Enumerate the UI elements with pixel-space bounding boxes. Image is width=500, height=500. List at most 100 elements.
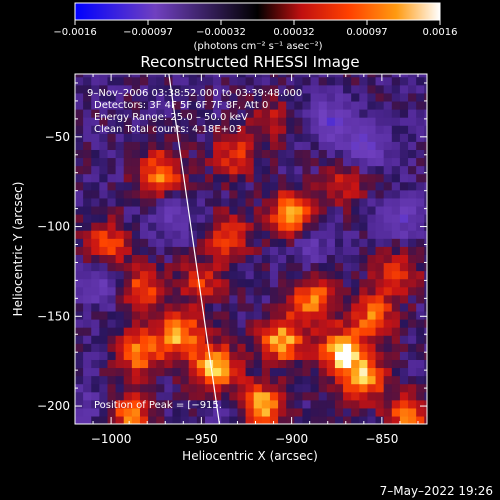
heatmap-cell	[229, 359, 239, 369]
heatmap-cell	[123, 149, 133, 159]
heatmap-cell	[367, 214, 377, 223]
heatmap-cell	[107, 310, 117, 320]
heatmap-cell	[156, 407, 165, 417]
heatmap-cell	[99, 84, 109, 94]
heatmap-cell	[424, 254, 427, 264]
heatmap-cell	[399, 391, 409, 401]
heatmap-cell	[107, 246, 117, 255]
heatmap-cell	[399, 165, 409, 175]
heatmap-cell	[416, 327, 425, 336]
heatmap-cell	[286, 181, 295, 191]
heatmap-cell	[245, 133, 255, 142]
heatmap-cell	[196, 383, 206, 393]
heatmap-cell	[253, 319, 263, 328]
heatmap-cell	[334, 286, 344, 296]
heatmap-cell	[123, 92, 133, 102]
heatmap-cell	[310, 205, 320, 215]
heatmap-cell	[188, 189, 198, 199]
heatmap-cell	[375, 383, 385, 393]
heatmap-cell	[107, 141, 117, 150]
heatmap-cell	[343, 278, 352, 288]
heatmap-cell	[75, 149, 84, 159]
heatmap-cell	[359, 100, 369, 110]
heatmap-cell	[213, 415, 222, 424]
heatmap-cell	[213, 141, 222, 150]
heatmap-cell	[286, 149, 295, 159]
heatmap-cell	[424, 109, 427, 118]
heatmap-cell	[359, 335, 369, 344]
heatmap-cell	[375, 109, 385, 118]
heatmap-cell	[294, 367, 304, 377]
heatmap-cell	[326, 133, 336, 142]
heatmap-cell	[164, 391, 174, 401]
heatmap-cell	[383, 117, 393, 126]
heatmap-cell	[334, 197, 344, 207]
heatmap-cell	[107, 391, 117, 401]
heatmap-cell	[343, 302, 352, 312]
heatmap-cell	[302, 302, 312, 312]
heatmap-cell	[261, 302, 271, 312]
heatmap-cell	[75, 319, 84, 328]
heatmap-cell	[115, 141, 125, 150]
heatmap-cell	[261, 351, 271, 360]
heatmap-cell	[416, 230, 425, 239]
heatmap-cell	[99, 133, 109, 142]
heatmap-cell	[261, 165, 271, 175]
heatmap-cell	[343, 375, 352, 385]
heatmap-cell	[286, 399, 295, 409]
heatmap-cell	[408, 383, 417, 393]
heatmap-cell	[245, 238, 255, 247]
heatmap-cell	[131, 359, 141, 369]
heatmap-cell	[343, 327, 352, 336]
heatmap-cell	[237, 319, 247, 328]
heatmap-cell	[83, 189, 92, 199]
heatmap-cell	[253, 165, 263, 175]
heatmap-cell	[375, 407, 385, 417]
heatmap-cell	[213, 214, 222, 223]
heatmap-cell	[164, 359, 174, 369]
heatmap-cell	[302, 391, 312, 401]
heatmap-cell	[221, 246, 230, 255]
heatmap-cell	[196, 254, 206, 264]
heatmap-cell	[399, 375, 409, 385]
heatmap-cell	[318, 335, 328, 344]
heatmap-cell	[245, 246, 255, 255]
heatmap-cell	[204, 173, 214, 183]
heatmap-cell	[286, 319, 295, 328]
heatmap-cell	[131, 84, 141, 94]
heatmap-cell	[326, 189, 336, 199]
heatmap-cell	[131, 262, 141, 272]
heatmap-cell	[213, 383, 222, 393]
heatmap-cell	[416, 189, 425, 199]
heatmap-cell	[229, 238, 239, 247]
heatmap-cell	[180, 415, 190, 424]
heatmap-cell	[107, 359, 117, 369]
heatmap-cell	[164, 222, 174, 231]
heatmap-cell	[310, 230, 320, 239]
heatmap-cell	[383, 181, 393, 191]
heatmap-cell	[416, 310, 425, 320]
heatmap-cell	[99, 335, 109, 344]
heatmap-cell	[131, 399, 141, 409]
heatmap-cell	[375, 375, 385, 385]
heatmap-cell	[286, 391, 295, 401]
heatmap-cell	[237, 157, 247, 167]
heatmap-cell	[269, 230, 279, 239]
heatmap-cell	[245, 214, 255, 223]
heatmap-cell	[237, 343, 247, 352]
heatmap-cell	[375, 125, 385, 134]
heatmap-cell	[269, 294, 279, 304]
heatmap-cell	[156, 165, 165, 175]
heatmap-cell	[424, 310, 427, 320]
heatmap-cell	[83, 278, 92, 288]
heatmap-cell	[196, 125, 206, 134]
heatmap-cell	[245, 222, 255, 231]
heatmap-cell	[318, 117, 328, 126]
heatmap-cell	[172, 278, 182, 288]
heatmap-cell	[229, 133, 239, 142]
heatmap-cell	[408, 262, 417, 272]
heatmap-cell	[278, 246, 287, 255]
heatmap-cell	[188, 157, 198, 167]
heatmap-cell	[131, 391, 141, 401]
heatmap-cell	[139, 310, 149, 320]
